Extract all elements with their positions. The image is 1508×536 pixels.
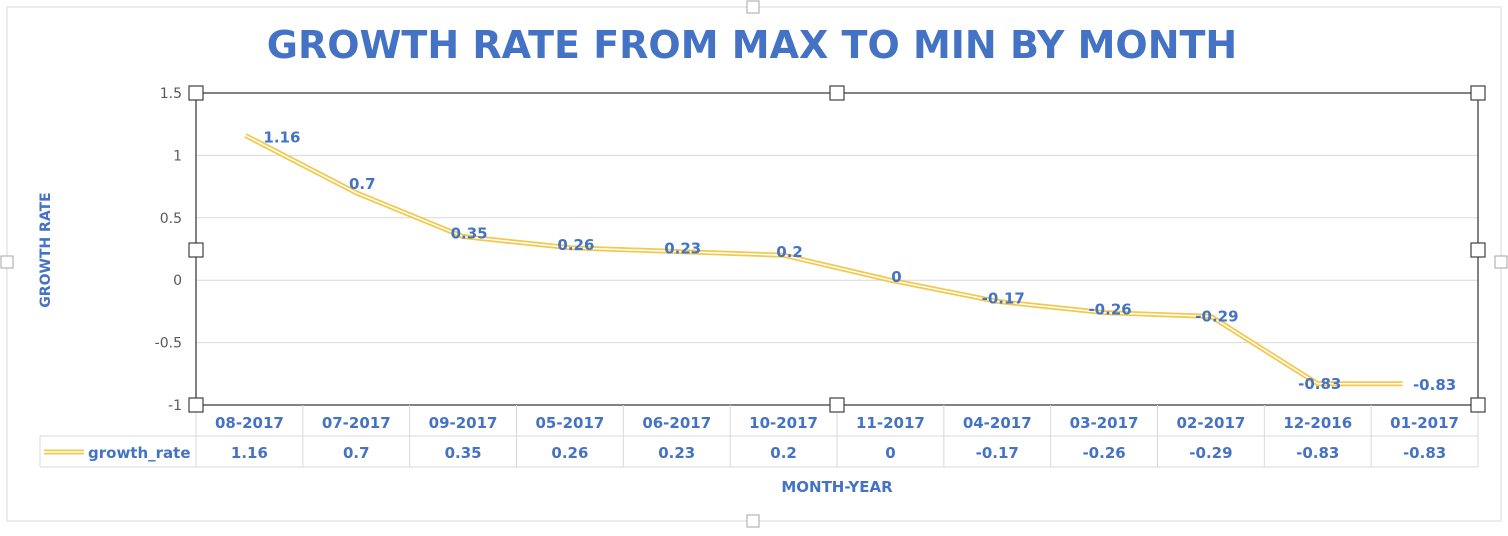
plot-resize-handle[interactable] [188, 397, 204, 413]
y-axis-label: GROWTH RATE [38, 192, 54, 307]
table-value: 0.2 [770, 444, 797, 462]
data-label: -0.83 [1413, 376, 1456, 394]
table-value: 0.23 [658, 444, 695, 462]
plot-resize-handle[interactable] [188, 242, 204, 258]
table-value: 0.35 [445, 444, 482, 462]
x-tick-label: 04-2017 [963, 414, 1032, 432]
x-tick-label: 06-2017 [642, 414, 711, 432]
table-value: -0.83 [1403, 444, 1446, 462]
data-label: -0.17 [982, 289, 1025, 307]
y-tick-label: -0.5 [155, 336, 182, 352]
table-value: -0.29 [1189, 444, 1232, 462]
y-tick-label: 0.5 [160, 211, 182, 227]
x-tick-label: 03-2017 [1070, 414, 1139, 432]
series-line[interactable] [244, 133, 1403, 387]
x-tick-label: 09-2017 [429, 414, 498, 432]
plot-border [195, 92, 1479, 406]
data-label: -0.26 [1088, 301, 1131, 319]
data-label: -0.83 [1298, 375, 1341, 393]
data-label: 0.23 [664, 239, 701, 257]
table-value: -0.26 [1082, 444, 1125, 462]
plot-resize-handle[interactable] [1470, 242, 1486, 258]
x-tick-label: 08-2017 [215, 414, 284, 432]
chart-title: GROWTH RATE FROM MAX TO MIN BY MONTH [267, 23, 1237, 67]
series-line-core [245, 134, 1403, 385]
plot-resize-handle[interactable] [188, 85, 204, 101]
x-tick-label: 07-2017 [322, 414, 391, 432]
y-tick-label: 1.5 [160, 86, 182, 102]
table-value: 0.7 [343, 444, 370, 462]
x-tick-label: 05-2017 [535, 414, 604, 432]
data-label: 0.2 [776, 243, 803, 261]
table-value: 1.16 [231, 444, 268, 462]
x-tick-label: 12-2016 [1283, 414, 1352, 432]
x-tick-label: 01-2017 [1390, 414, 1459, 432]
data-label: 0.7 [349, 175, 376, 193]
x-axis-label: MONTH-YEAR [781, 478, 893, 496]
table-value: 0 [885, 444, 895, 462]
table-value: -0.83 [1296, 444, 1339, 462]
table-value: -0.17 [976, 444, 1019, 462]
legend-label: growth_rate [88, 444, 191, 462]
chart-resize-handle[interactable] [746, 0, 760, 14]
data-label: 0.35 [451, 225, 488, 243]
x-tick-label: 02-2017 [1176, 414, 1245, 432]
plot-area[interactable]: 1.5 1 0.5 0 -0.5 -1 08-2017 07-2017 09-2017 05-20… [39, 86, 1479, 468]
chart-resize-handle[interactable] [0, 255, 14, 269]
table-value: 0.26 [551, 444, 588, 462]
plot-resize-handle[interactable] [1470, 397, 1486, 413]
chart-resize-handle[interactable] [746, 514, 760, 528]
y-tick-label: 1 [173, 148, 182, 164]
y-tick-label: 0 [173, 273, 182, 289]
y-tick-label: -1 [168, 398, 182, 414]
data-label: 0.26 [557, 236, 594, 254]
data-label: 1.16 [263, 128, 300, 146]
data-label: -0.29 [1195, 307, 1238, 325]
data-label: 0 [891, 268, 901, 286]
plot-resize-handle[interactable] [829, 85, 845, 101]
chart-resize-handle[interactable] [1494, 255, 1508, 269]
x-tick-label: 10-2017 [749, 414, 818, 432]
plot-resize-handle[interactable] [1470, 85, 1486, 101]
x-tick-label: 11-2017 [856, 414, 925, 432]
plot-resize-handle[interactable] [829, 397, 845, 413]
